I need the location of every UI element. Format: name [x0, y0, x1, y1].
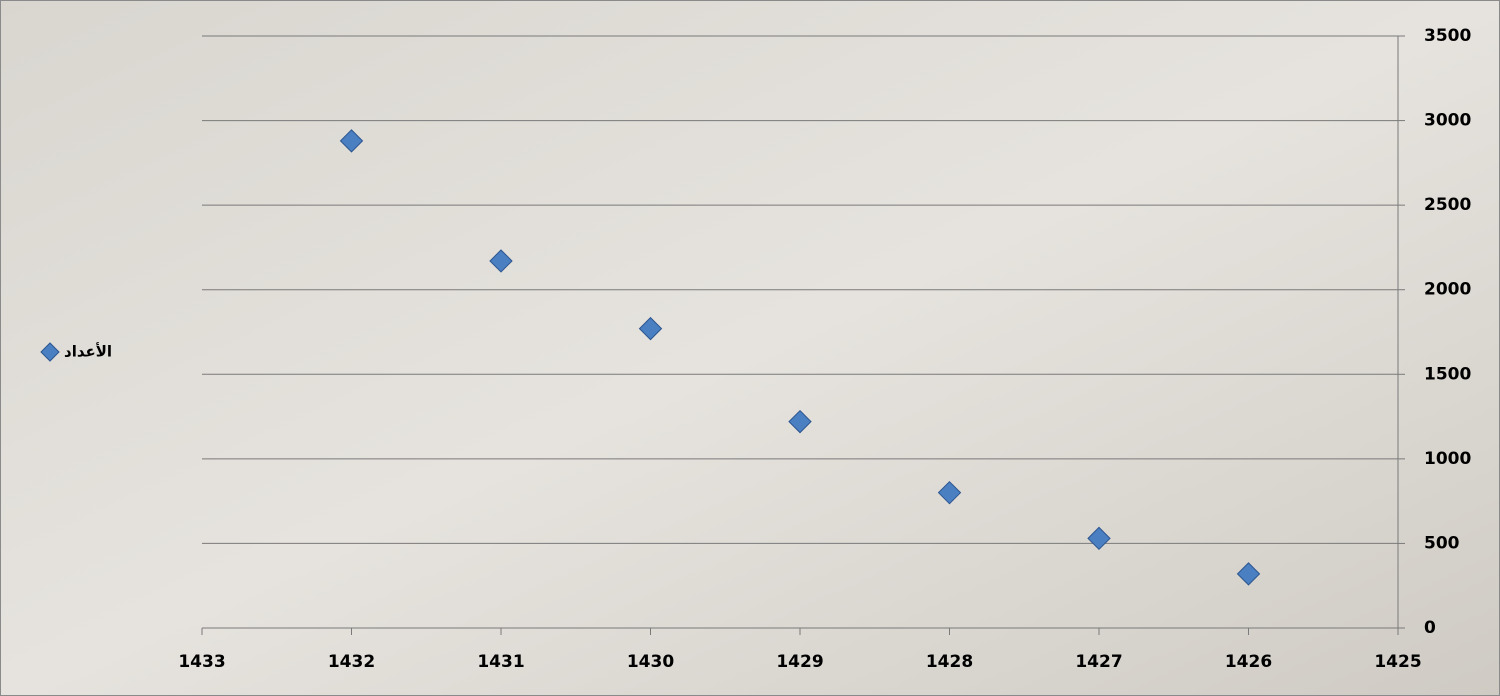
y-tick-label: 500: [1424, 533, 1460, 553]
marker: [1236, 562, 1261, 586]
marker: [937, 480, 962, 505]
y-tick-label: 3000: [1424, 111, 1471, 131]
y-tick-label: 0: [1424, 618, 1436, 638]
y-tick-label: 1500: [1424, 364, 1471, 384]
marker: [788, 409, 812, 434]
marker: [1087, 526, 1111, 551]
x-tick-label: 1425: [1374, 652, 1421, 672]
x-tick-label: 1427: [1075, 652, 1122, 672]
x-tick-label: 1429: [776, 652, 823, 672]
x-tick-label: 1426: [1225, 652, 1272, 672]
marker: [339, 129, 364, 153]
x-tick-label: 1433: [178, 652, 225, 672]
legend-label: الأعداد: [64, 343, 112, 361]
legend-marker: [40, 342, 60, 362]
marker: [489, 249, 513, 273]
y-tick-label: 3500: [1424, 26, 1471, 46]
y-tick-label: 2500: [1424, 195, 1471, 215]
x-tick-label: 1432: [328, 652, 375, 672]
y-tick-label: 1000: [1424, 449, 1471, 469]
x-tick-label: 1430: [627, 652, 674, 672]
marker: [638, 316, 663, 341]
y-tick-label: 2000: [1424, 280, 1471, 300]
x-tick-label: 1428: [926, 652, 973, 672]
x-tick-label: 1431: [477, 652, 524, 672]
